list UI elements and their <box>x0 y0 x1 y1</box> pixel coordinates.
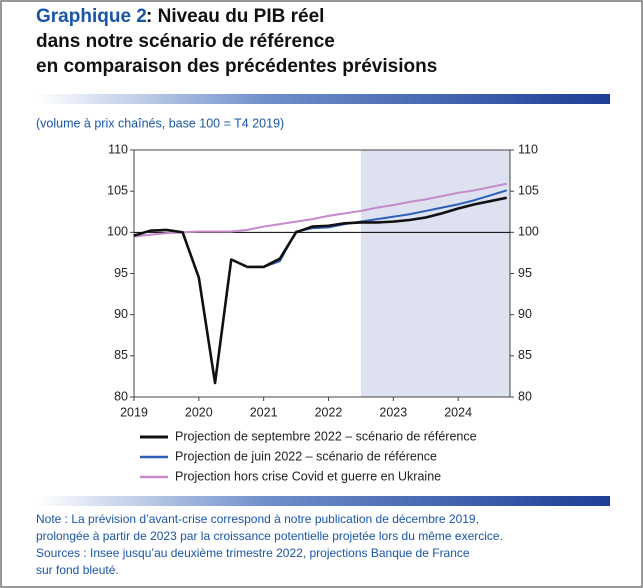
x-tick-label: 2021 <box>250 405 278 419</box>
series-line <box>133 196 508 385</box>
subtitle: (volume à prix chaînés, base 100 = T4 20… <box>36 116 284 130</box>
note-line: Sources : Insee jusqu’au deuxième trimes… <box>36 546 470 560</box>
y2-tick-label: 100 <box>518 225 539 239</box>
y2-tick-label: 105 <box>518 183 539 197</box>
title-line: dans notre scénario de référence <box>36 31 335 52</box>
x-tick-label: 2019 <box>120 405 148 419</box>
y2-tick-label: 80 <box>518 389 532 403</box>
legend-label: Projection hors crise Covid et guerre en… <box>175 469 441 483</box>
y-tick-label: 110 <box>108 142 128 156</box>
x-tick-label: 2020 <box>185 405 213 419</box>
plot-frame <box>133 149 511 398</box>
y-tick-label: 90 <box>114 307 128 321</box>
separator <box>36 94 610 104</box>
title-line: : Niveau du PIB réel <box>146 6 324 27</box>
note-line: sur fond bleuté. <box>36 563 119 577</box>
y-tick-label: 105 <box>107 183 128 197</box>
note-line: Note : La prévision d’avant-crise corres… <box>36 512 479 526</box>
forecast-shade <box>360 150 510 397</box>
legend-label: Projection de septembre 2022 – scénario … <box>175 429 477 443</box>
x-tick-label: 2022 <box>315 405 343 419</box>
y2-tick-label: 90 <box>518 307 532 321</box>
note-line: prolongée à partir de 2023 par la croiss… <box>36 529 503 543</box>
series-line <box>133 182 507 238</box>
title-line: en comparaison des précédentes prévision… <box>36 56 437 77</box>
x-tick-label: 2023 <box>379 405 407 419</box>
y2-tick-label: 110 <box>518 142 538 156</box>
y-tick-label: 95 <box>114 266 128 280</box>
y-tick-label: 85 <box>114 348 128 362</box>
y2-tick-label: 95 <box>518 266 532 280</box>
separator <box>36 496 610 506</box>
title-number: Graphique 2 <box>36 6 147 27</box>
y2-tick-label: 85 <box>518 348 532 362</box>
legend-label: Projection de juin 2022 – scénario de ré… <box>175 449 437 463</box>
y-tick-label: 100 <box>107 225 128 239</box>
y-tick-label: 80 <box>114 389 128 403</box>
x-tick-label: 2024 <box>444 405 472 419</box>
